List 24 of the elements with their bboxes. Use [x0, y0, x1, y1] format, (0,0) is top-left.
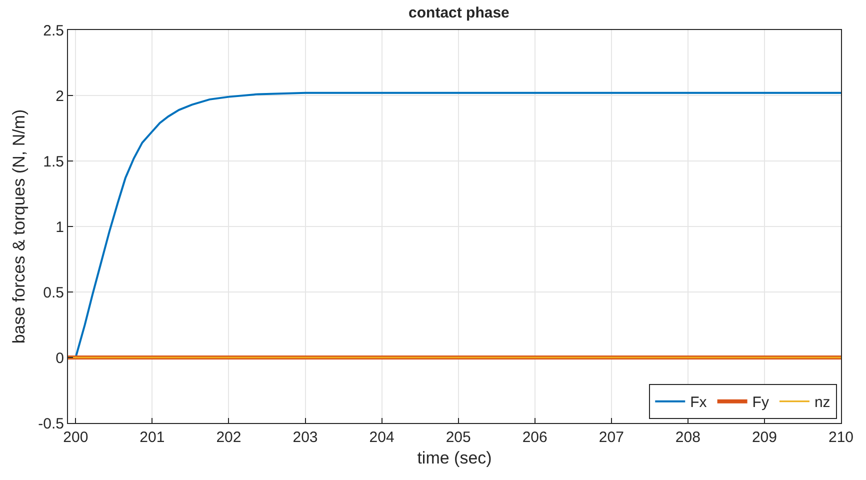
x-tick-label: 210: [828, 429, 854, 446]
y-tick-label: 0.5: [43, 284, 64, 302]
y-tick-label: 1.5: [43, 153, 64, 170]
x-tick-label: 202: [216, 429, 242, 446]
y-tick-label: 0: [56, 350, 64, 367]
x-tick-label: 209: [752, 429, 777, 446]
x-tick-label: 205: [446, 429, 471, 446]
legend-label: Fx: [690, 394, 708, 412]
x-tick-label: 200: [63, 429, 88, 446]
y-tick-label: 2.5: [43, 22, 64, 40]
x-tick-label: 207: [598, 429, 624, 446]
x-tick-label: 201: [140, 429, 165, 446]
x-tick-label: 203: [292, 429, 318, 446]
x-tick-label: 208: [675, 429, 700, 446]
x-tick-label: 206: [522, 429, 548, 446]
legend-label: nz: [814, 394, 830, 412]
y-tick-label: 2: [56, 88, 64, 105]
y-axis-title: base forces & torques (N, N/m): [10, 109, 29, 344]
x-axis-title: time (sec): [417, 448, 492, 468]
y-tick-label: -0.5: [38, 415, 64, 432]
legend-label: Fy: [752, 394, 770, 412]
y-tick-label: 1: [56, 218, 64, 236]
chart-title: contact phase: [408, 4, 510, 22]
x-tick-label: 204: [369, 429, 394, 446]
